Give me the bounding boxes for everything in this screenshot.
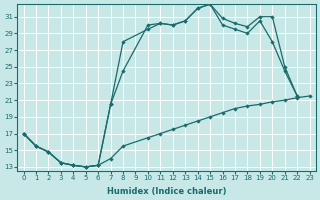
- X-axis label: Humidex (Indice chaleur): Humidex (Indice chaleur): [107, 187, 226, 196]
